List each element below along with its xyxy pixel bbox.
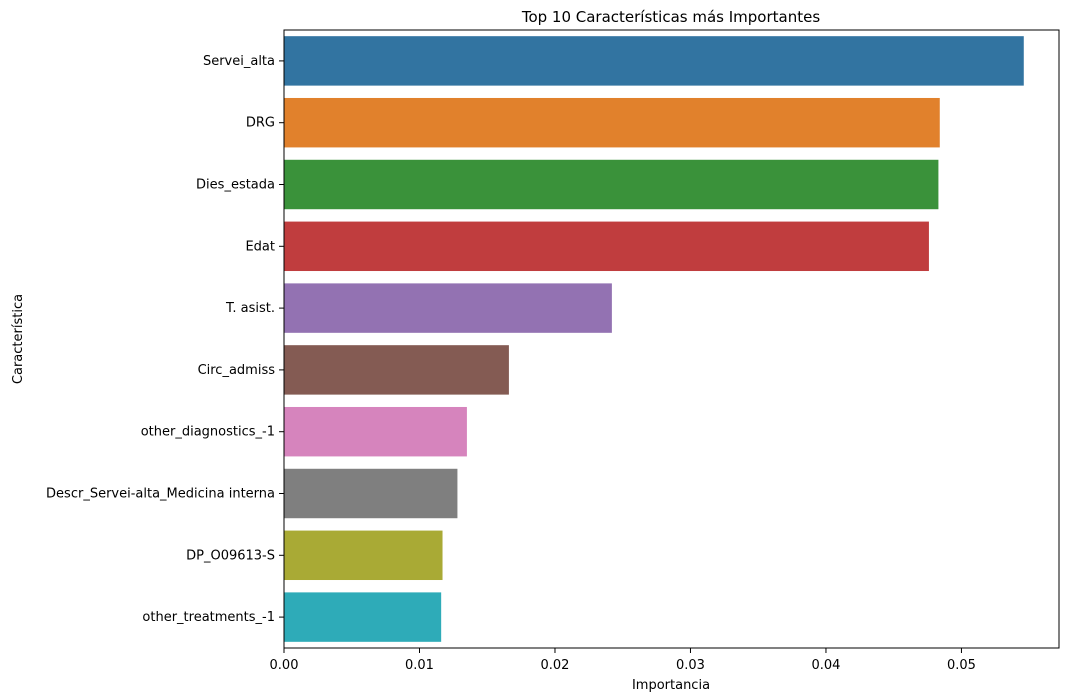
x-tick-label-1: 0.01: [405, 658, 434, 673]
bar-3: [284, 221, 929, 272]
y-tick-label-5: Circ_admiss: [198, 363, 276, 378]
x-tick-label-3: 0.03: [676, 658, 705, 673]
bar-2: [284, 159, 939, 210]
y-tick-label-7: Descr_Servei-alta_Medicina interna: [46, 487, 275, 502]
bar-4: [284, 283, 612, 333]
y-tick-label-1: DRG: [246, 116, 275, 131]
bar-9: [284, 592, 442, 642]
y-tick-label-0: Servei_alta: [203, 54, 275, 69]
x-tick-label-0: 0.00: [270, 658, 299, 673]
y-axis-label: Característica: [11, 294, 26, 384]
x-tick-labels: 0.00 0.01 0.02 0.03 0.04 0.05: [270, 648, 976, 673]
bar-1: [284, 97, 940, 148]
chart-title: Top 10 Características más Importantes: [521, 8, 821, 26]
bar-5: [284, 345, 509, 395]
bars-group: [284, 36, 1024, 642]
y-tick-label-4: T. asist.: [225, 301, 275, 316]
y-tick-label-8: DP_O09613-S: [186, 548, 275, 563]
y-tick-label-2: Dies_estada: [196, 178, 275, 193]
x-tick-label-5: 0.05: [947, 658, 976, 673]
x-tick-label-4: 0.04: [811, 658, 840, 673]
bar-7: [284, 468, 458, 519]
y-tick-label-3: Edat: [245, 239, 275, 254]
x-tick-label-2: 0.02: [541, 658, 570, 673]
plot-frame: [283, 29, 1060, 649]
x-axis-label: Importancia: [632, 678, 710, 693]
y-tick-label-9: other_treatments_-1: [142, 610, 275, 625]
y-tick-labels: Servei_alta DRG Dies_estada Edat T. asist. Ci…: [46, 54, 284, 625]
bar-8: [284, 530, 443, 581]
bar-6: [284, 406, 467, 457]
y-tick-label-6: other_diagnostics_-1: [141, 425, 275, 440]
bar-0: [284, 36, 1024, 86]
